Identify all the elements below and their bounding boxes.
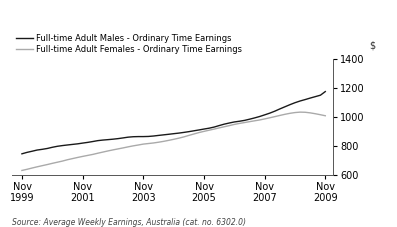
Full-time Adult Males - Ordinary Time Earnings [202,128,206,131]
Full-time Adult Females - Ordinary Time Earnings [202,130,206,133]
Full-time Adult Females - Ordinary Time Earnings [80,155,85,158]
Legend: Full-time Adult Males - Ordinary Time Earnings, Full-time Adult Females - Ordina: Full-time Adult Males - Ordinary Time Ea… [16,34,242,54]
Full-time Adult Females - Ordinary Time Earnings [323,114,328,117]
Full-time Adult Males - Ordinary Time Earnings [19,153,24,155]
Full-time Adult Males - Ordinary Time Earnings [126,136,131,138]
Full-time Adult Females - Ordinary Time Earnings [181,136,186,138]
Full-time Adult Females - Ordinary Time Earnings [126,146,131,148]
Line: Full-time Adult Males - Ordinary Time Earnings: Full-time Adult Males - Ordinary Time Ea… [22,91,325,154]
Text: Source: Average Weekly Earnings, Australia (cat. no. 6302.0): Source: Average Weekly Earnings, Austral… [12,218,246,227]
Text: $: $ [369,41,376,51]
Line: Full-time Adult Females - Ordinary Time Earnings: Full-time Adult Females - Ordinary Time … [22,112,325,170]
Full-time Adult Males - Ordinary Time Earnings [91,140,95,143]
Full-time Adult Females - Ordinary Time Earnings [298,111,303,114]
Full-time Adult Males - Ordinary Time Earnings [80,142,85,144]
Full-time Adult Males - Ordinary Time Earnings [181,131,186,134]
Full-time Adult Females - Ordinary Time Earnings [19,169,24,172]
Full-time Adult Females - Ordinary Time Earnings [283,113,287,116]
Full-time Adult Males - Ordinary Time Earnings [323,90,328,93]
Full-time Adult Females - Ordinary Time Earnings [91,153,95,156]
Full-time Adult Males - Ordinary Time Earnings [283,105,287,108]
